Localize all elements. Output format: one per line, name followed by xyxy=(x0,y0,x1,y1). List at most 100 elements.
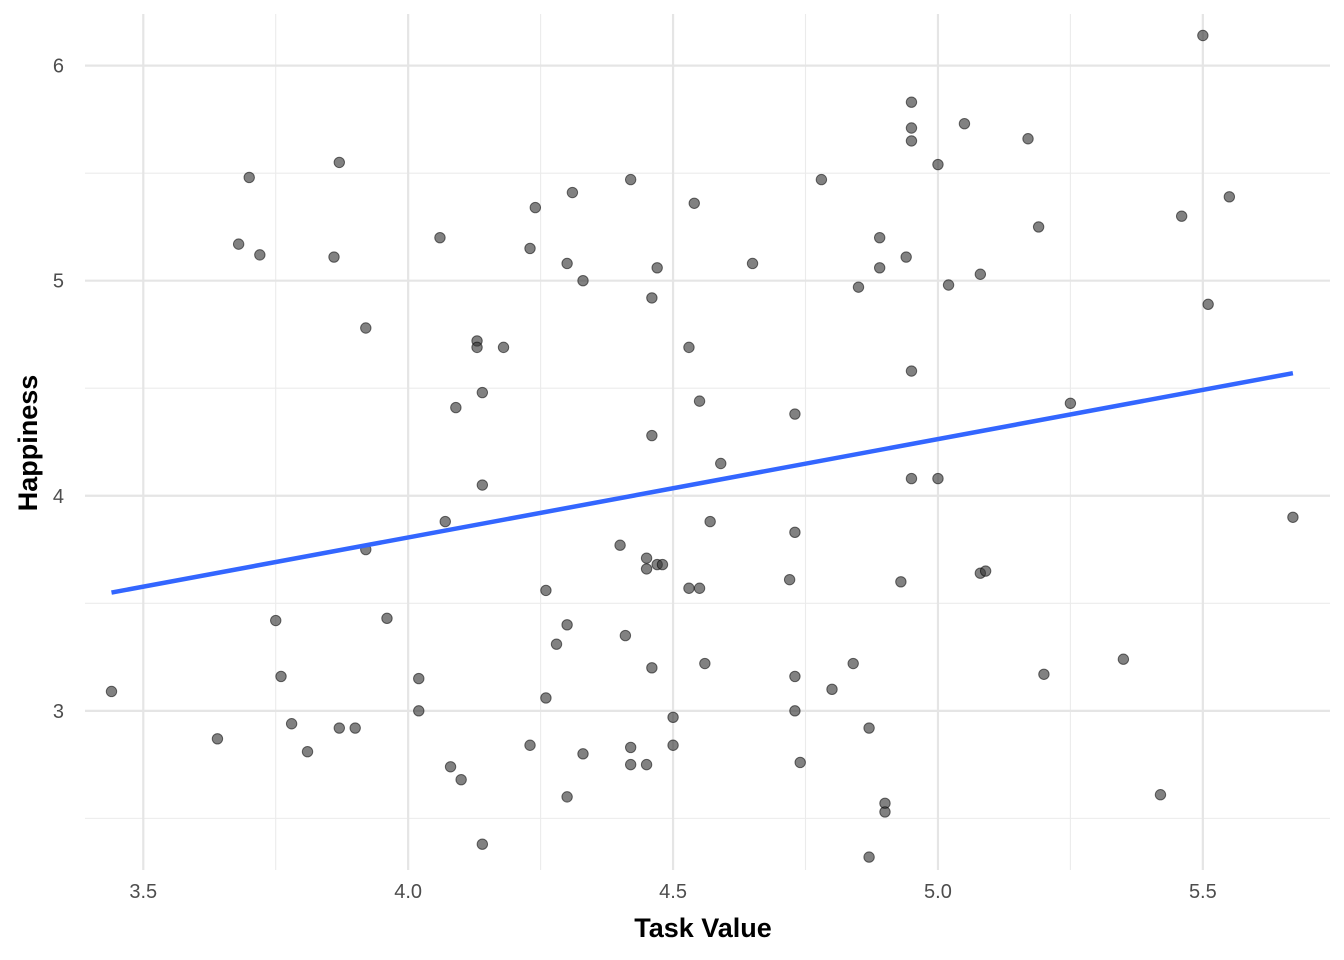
data-point xyxy=(667,739,679,751)
data-point xyxy=(693,582,706,594)
major-gridlines xyxy=(85,14,1330,870)
data-point xyxy=(895,576,907,588)
data-point xyxy=(1022,133,1034,145)
data-point xyxy=(789,408,801,420)
data-point xyxy=(1223,191,1236,203)
data-point xyxy=(211,733,224,745)
x-tick-label: 4.0 xyxy=(394,881,422,903)
data-point xyxy=(879,806,891,818)
data-point xyxy=(693,395,706,407)
data-point xyxy=(455,773,467,786)
data-point xyxy=(900,251,912,263)
data-point xyxy=(656,558,669,571)
data-point xyxy=(105,685,118,698)
data-point xyxy=(932,472,944,485)
data-point xyxy=(624,173,637,186)
data-point xyxy=(905,96,918,108)
data-point xyxy=(434,231,446,244)
data-point xyxy=(699,657,711,670)
x-axis-title: Task Value xyxy=(634,913,772,943)
y-tick-label: 6 xyxy=(53,56,64,78)
data-point xyxy=(1202,298,1214,311)
trend-line xyxy=(111,370,1294,595)
data-point xyxy=(704,515,716,528)
data-point xyxy=(905,122,918,134)
data-point xyxy=(789,705,801,717)
data-point xyxy=(561,619,573,631)
data-point xyxy=(905,365,918,377)
data-point xyxy=(232,238,245,250)
data-point xyxy=(942,279,955,291)
data-point xyxy=(1038,668,1050,680)
data-point xyxy=(624,758,637,771)
data-point xyxy=(444,761,457,773)
minor-gridlines xyxy=(85,14,1330,870)
data-point xyxy=(640,563,653,575)
data-point xyxy=(646,292,658,304)
data-point xyxy=(1154,789,1167,801)
data-point xyxy=(524,242,536,255)
y-axis-title: Happiness xyxy=(13,375,43,512)
data-point xyxy=(577,748,589,760)
data-point xyxy=(476,386,489,399)
data-point xyxy=(783,573,796,586)
data-point xyxy=(789,670,801,683)
data-point xyxy=(651,262,663,274)
data-point xyxy=(794,756,806,769)
data-point xyxy=(1287,511,1299,523)
data-point xyxy=(646,429,658,442)
data-point xyxy=(746,257,759,270)
data-point xyxy=(640,552,653,564)
y-tick-label: 5 xyxy=(53,271,64,293)
data-point xyxy=(979,565,992,577)
data-point xyxy=(640,758,653,771)
data-point xyxy=(497,341,510,354)
data-point xyxy=(333,156,345,169)
data-point xyxy=(254,249,266,261)
data-point xyxy=(863,851,875,863)
data-point xyxy=(439,515,451,528)
data-point xyxy=(958,117,971,130)
data-point xyxy=(381,612,393,625)
y-tick-label: 4 xyxy=(53,486,64,508)
data-point xyxy=(1197,29,1209,42)
data-point xyxy=(413,705,425,717)
data-point xyxy=(476,479,489,491)
data-point xyxy=(1032,221,1045,233)
data-point xyxy=(1175,210,1188,222)
data-point xyxy=(974,268,987,280)
data-point xyxy=(789,526,801,539)
data-point xyxy=(349,722,361,734)
data-point xyxy=(873,231,886,244)
trend-line-group xyxy=(111,370,1294,595)
data-point xyxy=(450,401,462,414)
data-points xyxy=(105,29,1299,863)
data-point xyxy=(561,791,573,803)
data-point xyxy=(566,186,579,199)
x-tick-label: 3.5 xyxy=(129,881,157,903)
x-tick-label: 5.0 xyxy=(924,881,952,903)
data-point xyxy=(619,629,632,642)
data-point xyxy=(301,746,314,758)
data-point xyxy=(360,322,372,334)
data-point xyxy=(863,722,875,734)
data-point xyxy=(852,281,865,293)
data-point xyxy=(905,472,918,485)
y-tick-label: 3 xyxy=(53,701,64,723)
data-point xyxy=(529,201,542,214)
data-point xyxy=(275,670,287,683)
data-point xyxy=(905,135,918,147)
data-point xyxy=(561,257,573,270)
data-point xyxy=(413,672,425,685)
data-point xyxy=(243,171,255,184)
data-point xyxy=(624,741,637,754)
data-point xyxy=(847,657,859,670)
data-point xyxy=(333,722,345,734)
data-point xyxy=(577,274,589,287)
data-point xyxy=(815,173,828,186)
data-point xyxy=(270,614,282,627)
data-point xyxy=(476,838,489,850)
x-tick-label: 4.5 xyxy=(659,881,687,903)
data-point xyxy=(683,582,695,594)
